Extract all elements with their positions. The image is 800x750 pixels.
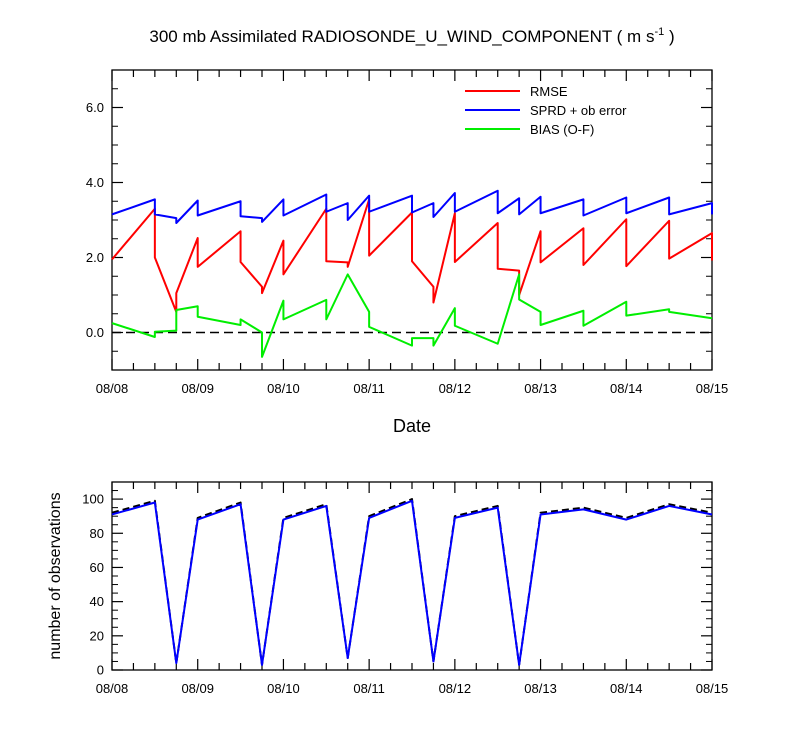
series-line-rmse [111, 198, 713, 313]
y-tick-label: 4.0 [86, 175, 104, 190]
x-tick-label: 08/10 [267, 381, 300, 396]
series-line-bias-o-f [111, 273, 713, 358]
y-axis-label: number of observations [47, 492, 64, 659]
x-tick-label: 08/11 [353, 681, 385, 696]
x-tick-label: 08/12 [439, 381, 472, 396]
x-axis-label: Date [393, 416, 431, 436]
x-tick-label: 08/10 [267, 681, 300, 696]
legend-label: RMSE [530, 84, 568, 99]
y-tick-label: 40 [90, 594, 104, 609]
chart-title-unit-exponent: -1 [654, 26, 664, 38]
chart-title-main: 300 mb Assimilated RADIOSONDE_U_WIND_COM… [149, 27, 654, 46]
x-tick-label: 08/14 [610, 681, 643, 696]
top-plot: 08/08 08/09 08/10 08/11 08/12 08/13 08/14 08/15… [86, 69, 729, 436]
series-line-sprd-ob-error [111, 189, 713, 224]
x-tick-label: 08/09 [181, 381, 214, 396]
x-tick-label: 08/12 [439, 681, 472, 696]
legend-label: SPRD + ob error [530, 103, 627, 118]
y-tick-label: 100 [82, 492, 104, 507]
x-tick-label: 08/11 [353, 381, 385, 396]
chart-title: 300 mb Assimilated RADIOSONDE_U_WIND_COM… [149, 26, 674, 46]
y-tick-label: 0 [97, 663, 104, 678]
y-tick-label: 80 [90, 526, 104, 541]
bottom-plot: 08/08 08/09 08/10 08/11 08/12 08/13 08/14 08/15… [47, 481, 729, 696]
x-tick-label: 08/13 [524, 381, 557, 396]
y-tick-label: 2.0 [86, 250, 104, 265]
x-tick-label: 08/15 [696, 381, 729, 396]
y-tick-label: 20 [90, 628, 104, 643]
x-tick-label: 08/08 [96, 681, 129, 696]
x-tick-label: 08/09 [181, 681, 214, 696]
x-tick-label: 08/08 [96, 381, 129, 396]
x-tick-label: 08/15 [696, 681, 729, 696]
series-line-dashed [111, 498, 713, 666]
legend-label: BIAS (O-F) [530, 122, 594, 137]
plot-frame [111, 481, 713, 671]
x-tick-label: 08/13 [524, 681, 557, 696]
y-tick-label: 0.0 [86, 325, 104, 340]
series-line-solid [111, 499, 713, 666]
x-tick-label: 08/14 [610, 381, 643, 396]
chart-title-close: ) [664, 27, 674, 46]
y-tick-label: 6.0 [86, 100, 104, 115]
y-tick-label: 60 [90, 560, 104, 575]
